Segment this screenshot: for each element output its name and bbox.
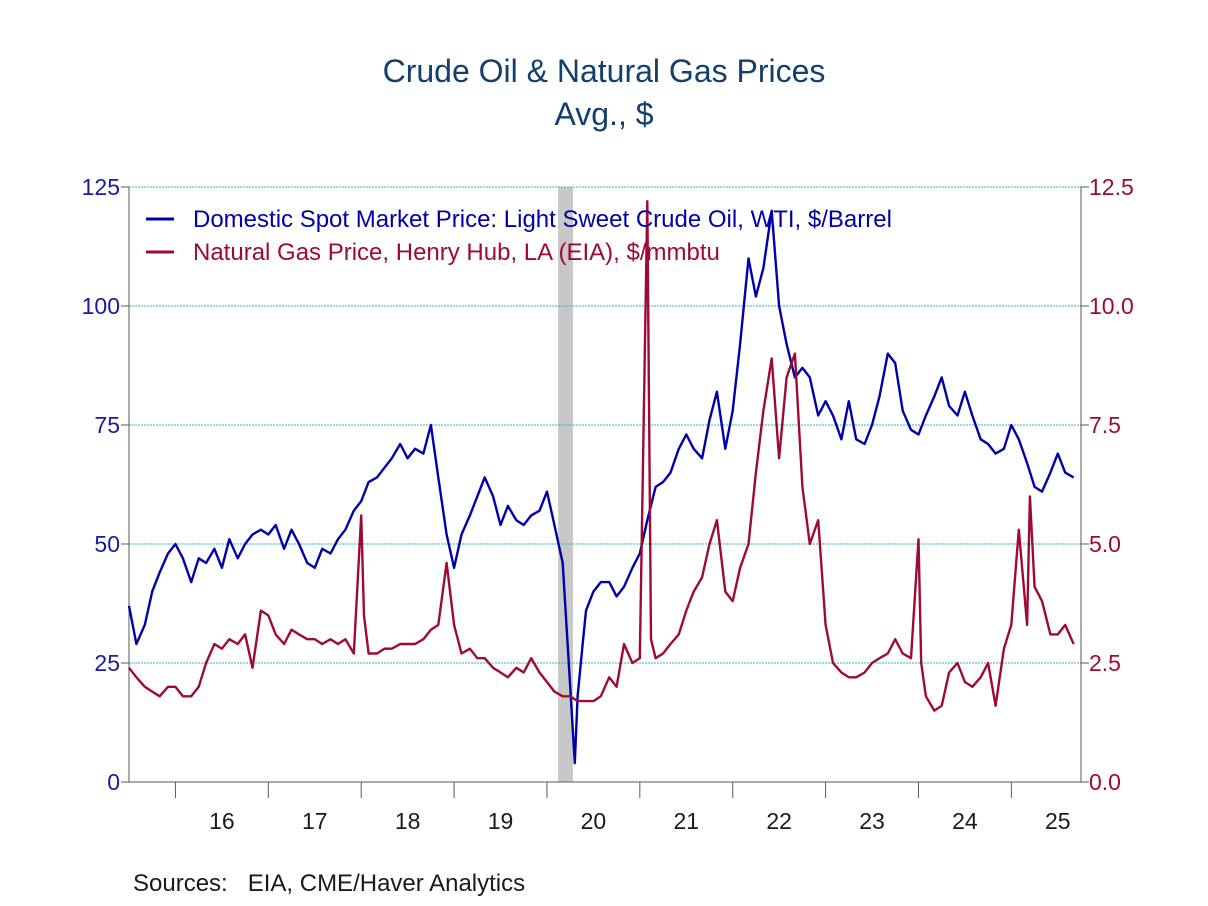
x-axis-tick-label: 24 (952, 808, 978, 834)
right-axis-tick-label: 0.0 (1089, 769, 1121, 795)
x-axis-tick-label: 17 (302, 808, 328, 834)
x-axis-tick-label: 19 (488, 808, 514, 834)
right-axis-tick-label: 12.5 (1089, 174, 1134, 200)
legend: Domestic Spot Market Price: Light Sweet … (146, 206, 892, 266)
left-axis-tick-label: 50 (94, 531, 120, 557)
gas-price-line (128, 200, 1075, 712)
recession-band (558, 187, 573, 782)
left-axis-tick-label: 75 (94, 412, 120, 438)
chart-subtitle: Avg., $ (554, 96, 654, 132)
left-axis-tick-label: 100 (82, 293, 120, 319)
series-lines (127, 200, 1075, 765)
right-axis-tick-label: 2.5 (1089, 650, 1121, 676)
x-axis-tick-label: 21 (673, 808, 699, 834)
left-axis-tick-label: 0 (107, 769, 120, 795)
legend-label: Natural Gas Price, Henry Hub, LA (EIA), … (193, 239, 720, 266)
x-axis-tick-label: 22 (766, 808, 792, 834)
recession-band-layer (558, 187, 573, 782)
x-axis-tick-label: 16 (209, 808, 235, 834)
chart-title: Crude Oil & Natural Gas Prices (382, 53, 826, 89)
sources-note: Sources: EIA, CME/Haver Analytics (133, 870, 526, 897)
right-axis-tick-label: 5.0 (1089, 531, 1121, 557)
axes: 0 0.0 25 2.5 50 5.0 75 7.5 100 10.0 125 12.5 16 17 18 1… (82, 174, 1134, 834)
right-axis-tick-label: 7.5 (1089, 412, 1121, 438)
left-axis-tick-label: 125 (82, 174, 120, 200)
x-axis-tick-label: 23 (859, 808, 885, 834)
left-axis-tick-label: 25 (94, 650, 120, 676)
right-axis-tick-label: 10.0 (1089, 293, 1134, 319)
x-axis-tick-label: 18 (395, 808, 421, 834)
x-axis-tick-label: 20 (581, 808, 607, 834)
legend-label: Domestic Spot Market Price: Light Sweet … (193, 206, 892, 233)
oil-price-line (127, 209, 1075, 765)
x-axis-tick-label: 25 (1045, 808, 1071, 834)
